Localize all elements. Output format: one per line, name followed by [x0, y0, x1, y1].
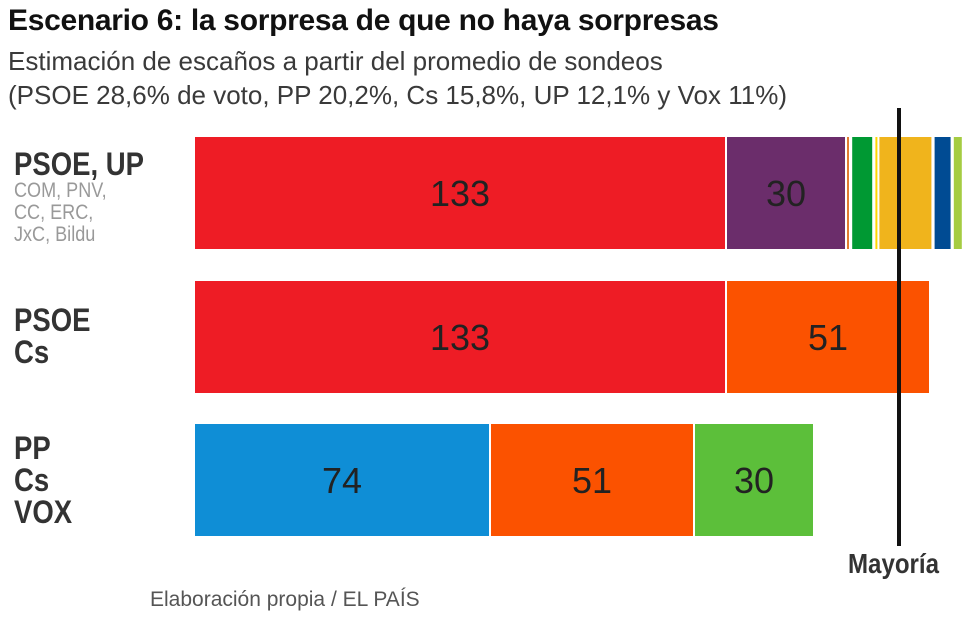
majority-line — [897, 108, 901, 546]
bar-segment-pnv — [852, 137, 873, 249]
bar-segment-cc — [875, 137, 878, 249]
bar-value-label: 51 — [572, 460, 612, 501]
row-label-pp-cs-vox: PP Cs VOX — [14, 432, 82, 528]
row-label-main: VOX — [14, 494, 73, 530]
bar-segment-other — [851, 137, 852, 249]
row-label-main: PSOE, UP — [14, 146, 144, 182]
bar-segment-pp — [195, 424, 489, 536]
chart-title: Escenario 6: la sorpresa de que no haya … — [8, 4, 719, 37]
bar-value-label: 133 — [430, 173, 490, 214]
bar-value-label: 74 — [322, 460, 362, 501]
bar-value-label: 30 — [734, 460, 774, 501]
bar-segment-bildu — [953, 137, 962, 249]
bar-segment-psoe — [195, 137, 725, 249]
row-label-sub: JxC, Bildu — [14, 223, 96, 246]
row-label-main: PP — [14, 430, 51, 466]
chart-subtitle-line-2: (PSOE 28,6% de voto, PP 20,2%, Cs 15,8%,… — [8, 80, 787, 110]
bar-segment-up — [727, 137, 845, 249]
bar-segment-other2 — [874, 137, 875, 249]
bar-segment-cs — [491, 424, 693, 536]
row-label-psoe-up: PSOE, UP COM, PNV, CC, ERC, JxC, Bildu — [14, 148, 165, 246]
row-label-sub: CC, ERC, — [14, 201, 94, 224]
majority-label: Mayoría — [848, 548, 940, 579]
bar-segment-cs — [727, 281, 929, 393]
chart-subtitle-line-1: Estimación de escaños a partir del prome… — [8, 46, 663, 76]
bar-segment-com — [847, 137, 849, 249]
row-label-main: PSOE — [14, 302, 91, 338]
row-label-main: Cs — [14, 334, 50, 370]
bar-value-label: 51 — [808, 317, 848, 358]
bar-segment-erc — [879, 137, 932, 249]
source-credit: Elaboración propia / EL PAÍS — [150, 588, 420, 611]
bar-value-label: 30 — [766, 173, 806, 214]
bar-segment-other3 — [933, 137, 934, 249]
bar-segment-psoe — [195, 281, 725, 393]
bar-segment-other4 — [952, 137, 954, 249]
row-label-psoe-cs: PSOE Cs — [14, 304, 103, 368]
bar-segment-vox — [695, 424, 813, 536]
row-label-main: Cs — [14, 462, 50, 498]
bar-value-label: 133 — [430, 317, 490, 358]
row-label-sub: COM, PNV, — [14, 179, 107, 202]
bar-segment-jxc — [934, 137, 951, 249]
